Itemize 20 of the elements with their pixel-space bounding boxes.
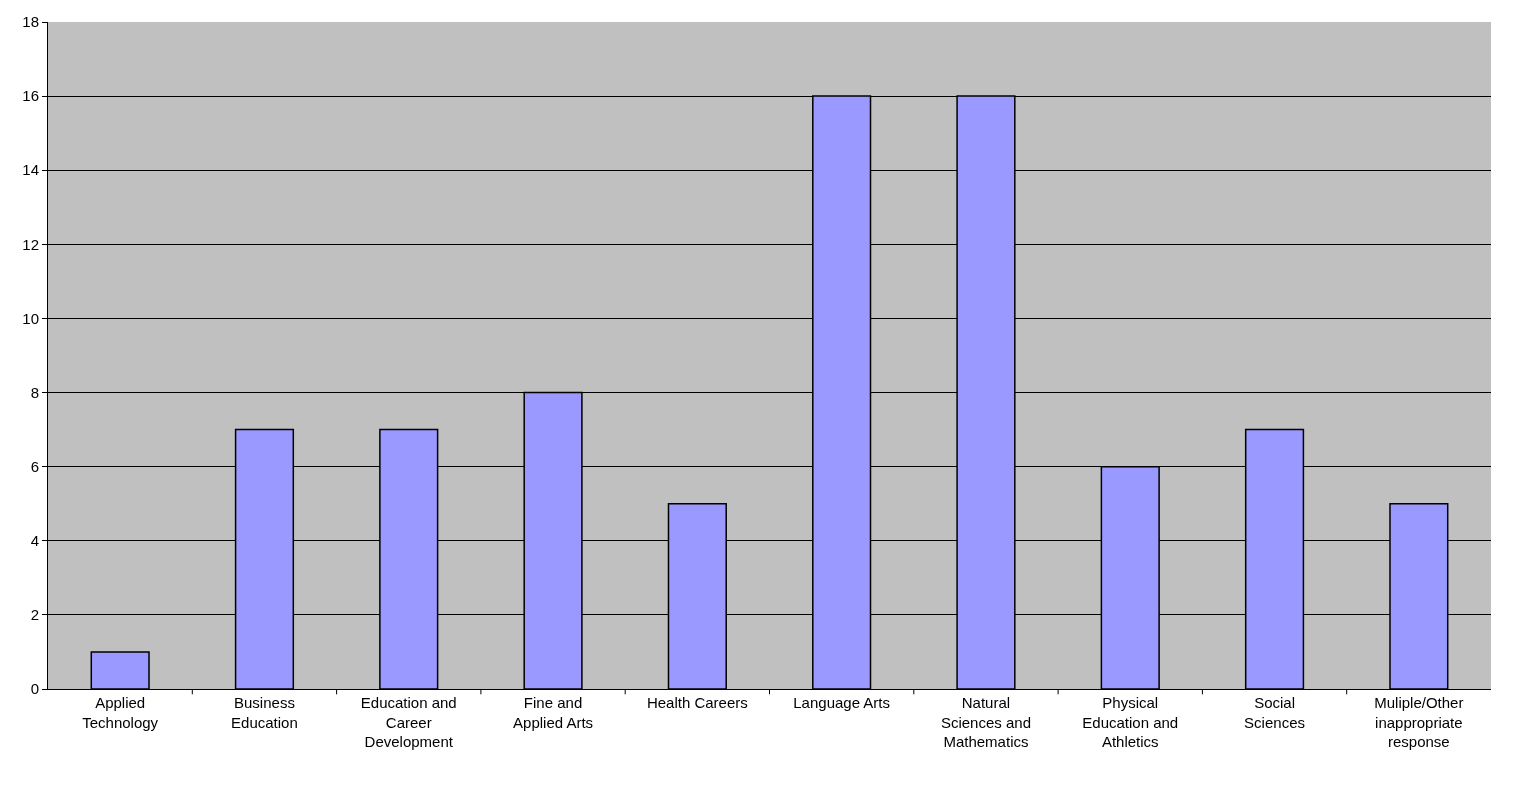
x-tick-label: Language Arts xyxy=(793,694,891,711)
x-tick-label: Applied Technology xyxy=(82,694,159,731)
y-tick-label: 8 xyxy=(30,383,39,401)
x-tick-label: Health Careers xyxy=(646,694,748,711)
x-tick-label: Muliple/Other inappropriate response xyxy=(1374,694,1464,750)
x-tick-label: Natural Sciences and Mathematics xyxy=(940,694,1031,750)
y-tick-label: 16 xyxy=(22,87,39,105)
y-tick-label: 0 xyxy=(30,680,39,698)
x-tick-label: Physical Education and Athletics xyxy=(1082,694,1179,750)
y-tick-label: 18 xyxy=(22,13,39,31)
x-tick-label: Fine and Applied Arts xyxy=(513,694,594,731)
y-tick-label: 2 xyxy=(30,606,39,624)
y-tick-label: 4 xyxy=(30,532,39,550)
x-tick-label: Business Education xyxy=(231,694,298,731)
y-tick-label: 6 xyxy=(30,457,39,475)
x-tick-label: Education and Career Development xyxy=(360,694,457,750)
y-tick-label: 14 xyxy=(22,161,39,179)
y-tick-label: 10 xyxy=(22,309,39,327)
y-tick-label: 12 xyxy=(22,235,39,253)
x-tick-label: Social Sciences xyxy=(1244,694,1305,731)
